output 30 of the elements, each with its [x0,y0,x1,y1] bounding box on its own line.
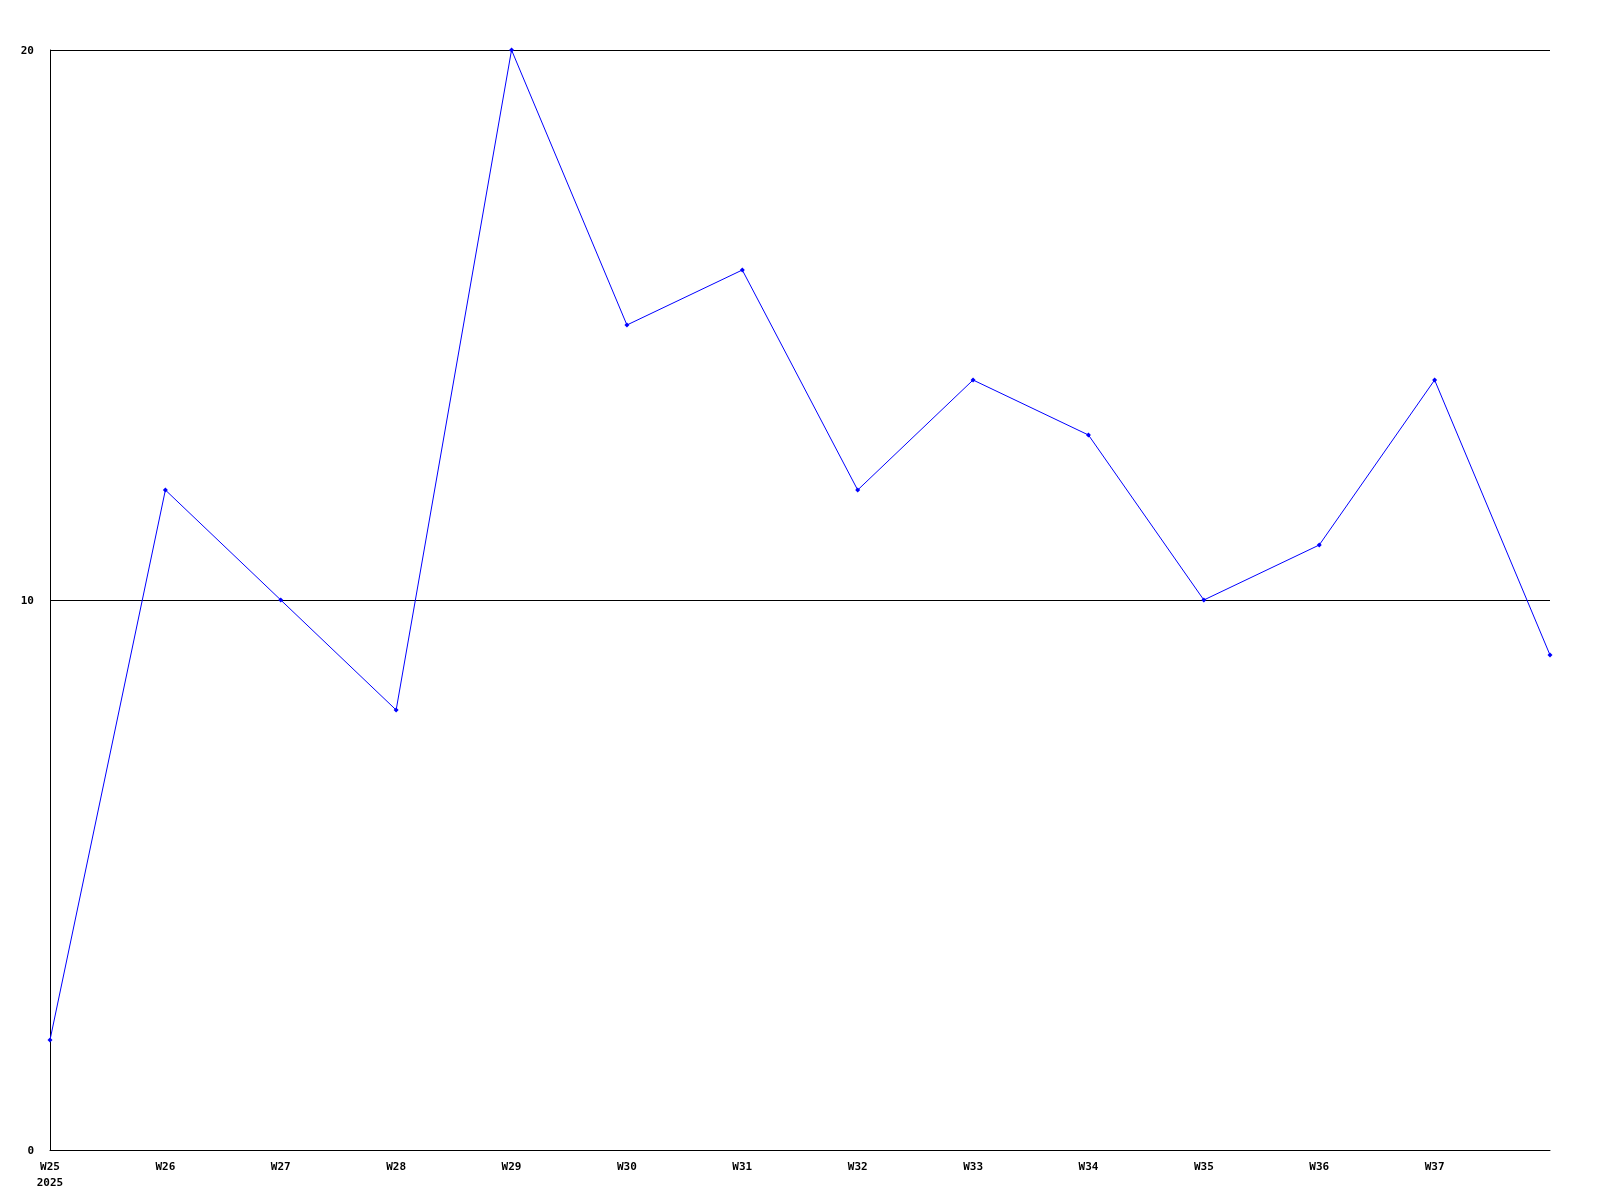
point [1432,377,1438,383]
x-tick-label: W36 [1309,1159,1330,1173]
y-tick-label: 20 [20,43,34,57]
x-tick-label: W32 [847,1159,868,1173]
point [393,707,399,713]
point [739,267,745,273]
point [1201,597,1207,603]
x-tick-label: W27 [270,1159,291,1173]
point [855,487,861,493]
x-tick-label: W31 [732,1159,753,1173]
point [509,47,515,53]
x-tick-label: W34 [1078,1159,1099,1173]
y-tick-label: 10 [20,593,34,607]
point [1547,652,1553,658]
x-tick-label: W29 [501,1159,522,1173]
x-tick-label: W37 [1424,1159,1445,1173]
x-tick-label: W33 [963,1159,984,1173]
x-tick-label: W35 [1193,1159,1214,1173]
point [970,377,976,383]
y-tick-label: 0 [27,1143,34,1157]
x-tick-label: W26 [155,1159,176,1173]
point [162,487,168,493]
x-tick-label: W30 [616,1159,637,1173]
point [624,322,630,328]
x-tick-label: W25 2025 [36,1159,64,1189]
x-tick-label: W28 [386,1159,407,1173]
point [47,1037,53,1043]
point [1316,542,1322,548]
point [278,597,284,603]
point [1085,432,1091,438]
